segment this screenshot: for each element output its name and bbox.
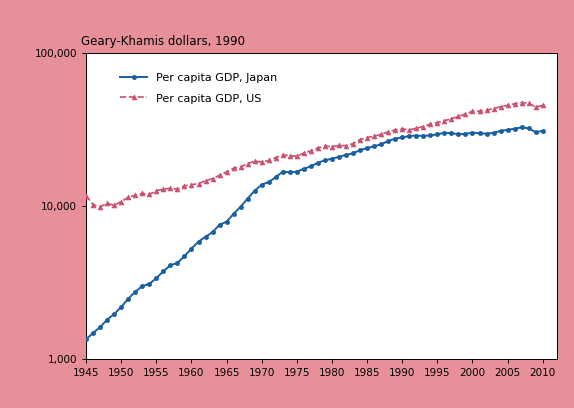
Per capita GDP, Japan [195, 239, 202, 244]
Text: Geary-Khamis dollars, 1990: Geary-Khamis dollars, 1990 [82, 35, 246, 48]
Per capita GDP, US [293, 154, 300, 159]
Per capita GDP, Japan [504, 127, 511, 132]
Per capita GDP, US [518, 100, 525, 105]
Per capita GDP, US [448, 116, 455, 121]
Per capita GDP, US [286, 153, 293, 158]
Line: Per capita GDP, US: Per capita GDP, US [84, 100, 545, 209]
Line: Per capita GDP, Japan: Per capita GDP, Japan [84, 125, 545, 341]
Per capita GDP, US [230, 166, 237, 171]
Per capita GDP, US [202, 178, 209, 183]
Per capita GDP, Japan [83, 337, 90, 342]
Legend: Per capita GDP, Japan, Per capita GDP, US: Per capita GDP, Japan, Per capita GDP, U… [115, 68, 282, 108]
Per capita GDP, Japan [518, 125, 525, 130]
Per capita GDP, Japan [223, 219, 230, 224]
Per capita GDP, US [96, 204, 103, 209]
Per capita GDP, Japan [441, 130, 448, 135]
Per capita GDP, Japan [540, 129, 546, 133]
Per capita GDP, US [540, 103, 546, 108]
Per capita GDP, US [83, 193, 90, 198]
Per capita GDP, Japan [280, 169, 286, 174]
Per capita GDP, US [125, 195, 131, 200]
Per capita GDP, Japan [118, 304, 125, 309]
